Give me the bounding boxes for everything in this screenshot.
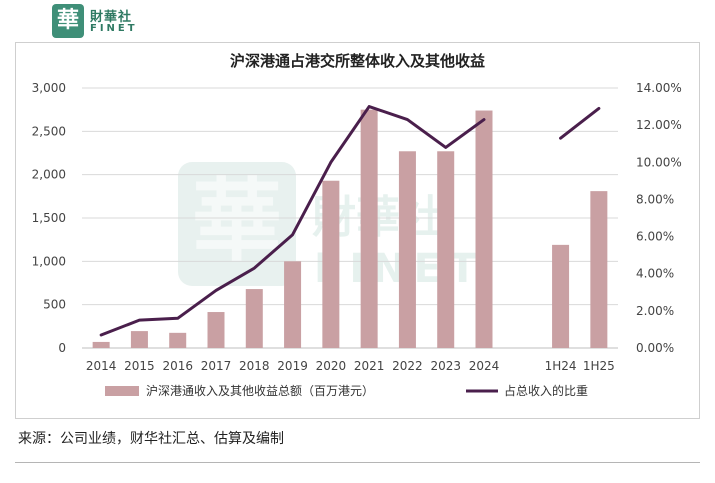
logo-english-text: FINET xyxy=(90,23,138,34)
y-left-tick-label: 1,000 xyxy=(32,254,66,268)
bar xyxy=(130,331,148,348)
x-tick-label: 2024 xyxy=(469,359,500,373)
x-tick-label: 2016 xyxy=(162,359,193,373)
y-right-tick-label: 0.00% xyxy=(636,341,674,355)
bar xyxy=(437,151,455,348)
logo-badge: 華 xyxy=(52,4,84,38)
bar xyxy=(284,261,302,348)
y-right-tick-label: 4.00% xyxy=(636,267,674,281)
legend-bar-label: 沪深港通收入及其他收益总额（百万港元） xyxy=(146,384,374,398)
bar xyxy=(207,312,225,348)
y-left-tick-label: 500 xyxy=(43,298,66,312)
finet-logo: 華 財華社 FINET xyxy=(52,4,170,40)
line-series-segment xyxy=(559,106,601,140)
bar xyxy=(360,109,378,349)
x-tick-label: 1H24 xyxy=(545,359,577,373)
x-tick-label: 2020 xyxy=(316,359,347,373)
y-right-tick-label: 12.00% xyxy=(636,118,682,132)
bar xyxy=(398,151,416,348)
chart-title: 沪深港通占港交所整体收入及其他收益 xyxy=(229,52,485,70)
y-left-tick-label: 3,000 xyxy=(32,81,66,95)
bar xyxy=(475,110,493,349)
x-tick-label: 2014 xyxy=(86,359,117,373)
legend-bar-swatch xyxy=(105,386,139,396)
bar xyxy=(169,332,187,348)
bar xyxy=(92,341,110,348)
x-tick-label: 2022 xyxy=(392,359,423,373)
x-tick-label: 2015 xyxy=(124,359,155,373)
bar xyxy=(552,244,570,348)
x-tick-label: 2017 xyxy=(201,359,232,373)
x-tick-label: 2019 xyxy=(277,359,308,373)
legend-line-label: 占总收入的比重 xyxy=(504,383,588,398)
x-tick-label: 2021 xyxy=(354,359,385,373)
y-right-tick-label: 14.00% xyxy=(636,81,682,95)
y-right-tick-label: 8.00% xyxy=(636,192,674,206)
x-tick-label: 2023 xyxy=(430,359,461,373)
y-left-tick-label: 2,000 xyxy=(32,168,66,182)
y-right-tick-label: 10.00% xyxy=(636,155,682,169)
y-right-tick-label: 6.00% xyxy=(636,230,674,244)
divider xyxy=(15,462,700,463)
y-right-tick-label: 2.00% xyxy=(636,304,674,318)
chart-panel xyxy=(15,42,700,419)
y-left-tick-label: 0 xyxy=(58,341,66,355)
y-left-tick-label: 1,500 xyxy=(32,211,66,225)
y-left-tick-label: 2,500 xyxy=(32,124,66,138)
x-tick-label: 1H25 xyxy=(583,359,615,373)
line-series-segment xyxy=(99,105,486,337)
bar xyxy=(322,180,340,348)
logo-chinese-text: 財華社 xyxy=(90,10,133,25)
x-tick-label: 2018 xyxy=(239,359,270,373)
watermark-badge xyxy=(178,162,296,286)
bar xyxy=(245,289,263,348)
bar xyxy=(590,191,608,348)
source-note: 来源：公司业绩，财华社汇总、估算及编制 xyxy=(18,431,284,447)
watermark-badge-glyph: 華 xyxy=(192,169,282,274)
